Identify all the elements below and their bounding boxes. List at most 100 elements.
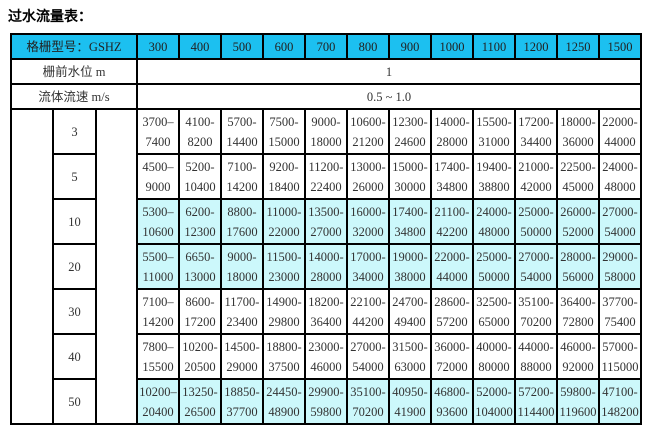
flow-range-cell: 10600- 21200 xyxy=(346,108,390,155)
table-row: 10 5300– 10600 6200- 12300 8800- 17600 11000- 22… xyxy=(11,198,642,245)
flow-range-cell: 21000- 42000 xyxy=(514,153,558,200)
range-max: 48000 xyxy=(478,224,510,239)
range-min: 35100- xyxy=(518,294,554,309)
row-key-cell: 20 xyxy=(52,243,97,290)
flow-range-cell: 13500- 27000 xyxy=(304,198,348,245)
range-max: 44000 xyxy=(436,269,468,284)
flow-range-cell: 18850- 37700 xyxy=(220,378,264,425)
range-max: 48000 xyxy=(604,179,636,194)
range-min: 18200- xyxy=(308,294,344,309)
range-min: 14900- xyxy=(266,294,302,309)
range-min: 5500– xyxy=(142,249,174,264)
range-max: 11000 xyxy=(142,269,174,284)
model-header-cell: 800 xyxy=(346,33,390,60)
model-header-cell: 900 xyxy=(388,33,432,60)
range-min: 8600- xyxy=(185,294,215,309)
range-min: 21100- xyxy=(434,204,470,219)
flow-range-cell: 4100- 8200 xyxy=(178,108,222,155)
range-max: 37500 xyxy=(268,359,300,374)
flow-range-cell: 11000- 22000 xyxy=(262,198,306,245)
range-min: 29000- xyxy=(602,249,638,264)
range-max: 23000 xyxy=(268,269,300,284)
range-min: 11000- xyxy=(266,204,302,219)
flow-range-cell: 16000- 32000 xyxy=(346,198,390,245)
flow-range-cell: 28000- 56000 xyxy=(556,243,600,290)
flow-range-cell: 21100- 42200 xyxy=(430,198,474,245)
range-min: 22000- xyxy=(602,114,638,129)
range-max: 63000 xyxy=(394,359,426,374)
range-max: 38800 xyxy=(478,179,510,194)
range-max: 114400 xyxy=(517,404,555,419)
range-max: 34800 xyxy=(436,179,468,194)
range-max: 22400 xyxy=(310,179,342,194)
range-min: 32500- xyxy=(476,294,512,309)
flow-range-cell: 8600- 17200 xyxy=(178,288,222,335)
range-min: 46000- xyxy=(560,339,596,354)
flow-range-cell: 7100– 14200 xyxy=(136,288,180,335)
range-min: 46800- xyxy=(434,384,470,399)
range-max: 29800 xyxy=(268,314,300,329)
flow-range-cell: 5200- 10400 xyxy=(178,153,222,200)
flow-range-cell: 14000- 28000 xyxy=(304,243,348,290)
range-max: 57200 xyxy=(436,314,468,329)
range-max: 72800 xyxy=(562,314,594,329)
range-min: 27000- xyxy=(518,249,554,264)
flow-range-cell: 17000- 34000 xyxy=(346,243,390,290)
param-value: 0.5 ~ 1.0 xyxy=(136,83,642,110)
model-header-cell: 1500 xyxy=(598,33,642,60)
flow-range-cell: 29900- 59800 xyxy=(304,378,348,425)
range-max: 20400 xyxy=(142,404,174,419)
table-row: 30 7100– 14200 8600- 17200 11700- 23400 14900- 2… xyxy=(11,288,642,335)
flow-range-cell: 46000- 92000 xyxy=(556,333,600,380)
flow-range-cell: 25000- 50000 xyxy=(472,243,516,290)
range-min: 13250- xyxy=(182,384,218,399)
range-min: 7800– xyxy=(142,339,174,354)
range-min: 19000- xyxy=(392,249,428,264)
range-max: 75400 xyxy=(604,314,636,329)
range-min: 24700- xyxy=(392,294,428,309)
flow-range-cell: 7100- 14200 xyxy=(220,153,264,200)
flow-range-cell: 14900- 29800 xyxy=(262,288,306,335)
range-max: 32000 xyxy=(352,224,384,239)
range-min: 27000- xyxy=(602,204,638,219)
model-header-cell: 700 xyxy=(304,33,348,60)
range-max: 72000 xyxy=(436,359,468,374)
range-min: 6200- xyxy=(185,204,215,219)
flow-range-cell: 22500- 45000 xyxy=(556,153,600,200)
range-min: 22000- xyxy=(434,249,470,264)
flow-range-cell: 24450- 48900 xyxy=(262,378,306,425)
param-value: 1 xyxy=(136,58,642,85)
range-max: 30000 xyxy=(394,179,426,194)
range-min: 9000- xyxy=(311,114,341,129)
range-min: 13000- xyxy=(350,159,386,174)
flow-range-cell: 27000- 54000 xyxy=(514,243,558,290)
range-min: 10200- xyxy=(182,339,218,354)
range-max: 56000 xyxy=(562,269,594,284)
range-min: 12300- xyxy=(392,114,428,129)
range-min: 23000- xyxy=(308,339,344,354)
param-row-water-level: 栅前水位 m 1 xyxy=(10,58,642,85)
flow-range-cell: 9000- 18000 xyxy=(220,243,264,290)
flow-range-cell: 17400- 34800 xyxy=(430,153,474,200)
range-max: 49400 xyxy=(394,314,426,329)
range-max: 15500 xyxy=(142,359,174,374)
range-max: 80000 xyxy=(478,359,510,374)
range-min: 57200- xyxy=(518,384,554,399)
range-min: 5300– xyxy=(142,204,174,219)
flow-range-cell: 11700- 23400 xyxy=(220,288,264,335)
model-header-cell: 1250 xyxy=(556,33,600,60)
range-min: 25000- xyxy=(518,204,554,219)
range-min: 40000- xyxy=(476,339,512,354)
table-row: 3 3700– 7400 4100- 8200 5700- 14400 7500- 15000 9… xyxy=(10,108,642,425)
flow-range-cell: 29000- 58000 xyxy=(598,243,642,290)
range-min: 14500- xyxy=(224,339,260,354)
flow-range-cell: 17200- 34400 xyxy=(514,108,558,155)
range-max: 7400 xyxy=(145,134,171,149)
flow-range-cell: 24000- 48000 xyxy=(598,153,642,200)
range-max: 31000 xyxy=(478,134,510,149)
range-max: 9000 xyxy=(145,179,171,194)
range-min: 36400- xyxy=(560,294,596,309)
range-max: 50000 xyxy=(520,224,552,239)
flow-range-cell: 36000- 72000 xyxy=(430,333,474,380)
range-min: 21000- xyxy=(518,159,554,174)
